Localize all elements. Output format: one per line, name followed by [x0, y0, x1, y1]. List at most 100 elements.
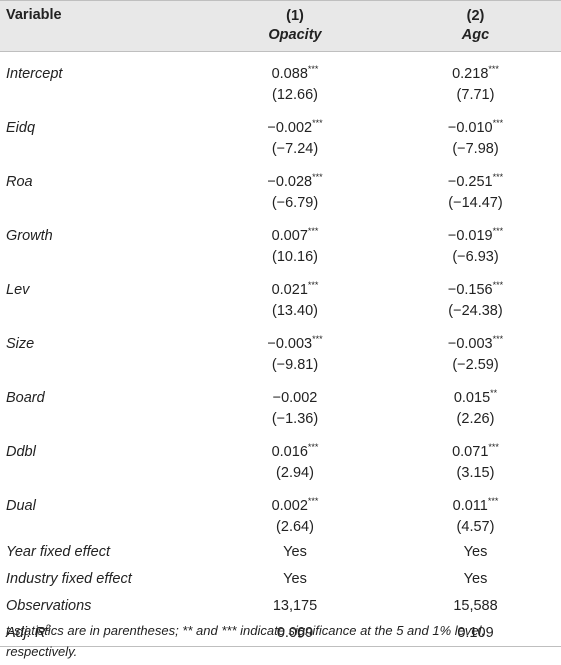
t-statistic: (−9.81): [271, 357, 319, 373]
t-statistic: (3.15): [456, 465, 495, 481]
t-statistic: (4.57): [456, 519, 495, 535]
coefficient-value: 0.071: [452, 444, 489, 460]
table-header: Variable (1) Opacity (2) Agc: [0, 0, 561, 52]
coefficient-value: 0.007: [271, 228, 308, 244]
table-row: Ddbl 0.016*** (2.94) 0.071*** (3.15): [0, 430, 561, 484]
table-row: Industry fixed effect Yes Yes: [0, 565, 561, 592]
t-statistic: (−6.79): [271, 195, 319, 211]
table-body: Intercept 0.088*** (12.66) 0.218*** (7.71)…: [0, 52, 561, 647]
coefficient: −0.019***: [390, 226, 561, 247]
variable-name: Observations: [6, 598, 92, 614]
table-row: Growth 0.007*** (10.16) −0.019*** (−6.93): [0, 214, 561, 268]
variable-column-header: Variable: [0, 0, 200, 52]
significance-stars: ***: [488, 64, 499, 75]
model-1-cell: 0.021*** (13.40): [200, 268, 390, 322]
variable-name: Industry fixed effect: [6, 571, 132, 587]
coefficient: 0.218***: [390, 64, 561, 85]
coefficient-value: −0.003: [267, 336, 313, 352]
variable-name: Board: [6, 390, 45, 406]
model-1-cell: Yes: [283, 571, 307, 587]
coefficient: 0.071***: [390, 442, 561, 463]
model-1-number: (1): [286, 8, 304, 24]
t-statistic: (−7.24): [271, 141, 319, 157]
table-row: Eidq −0.002*** (−7.24) −0.010*** (−7.98): [0, 106, 561, 160]
significance-stars: ***: [492, 334, 504, 345]
coefficient: −0.251***: [390, 172, 561, 193]
adj-r2-superscript: 2: [45, 623, 51, 634]
variable-name: Ddbl: [6, 444, 36, 460]
table-footnote: t-statistics are in parentheses; ** and …: [6, 623, 486, 659]
variable-name: Eidq: [6, 120, 36, 136]
coefficient-value: −0.019: [447, 228, 493, 244]
t-statistic: (−1.36): [271, 411, 319, 427]
t-statistic: (−14.47): [448, 195, 503, 211]
adj-r2-label: Adj. R: [6, 625, 46, 641]
model-2-cell: −0.019*** (−6.93): [390, 214, 561, 268]
variable-name: Adj. R2: [0, 619, 200, 647]
model-2-cell: 0.218*** (7.71): [390, 52, 561, 107]
model-2-cell: 15,588: [453, 598, 498, 614]
model-2-cell: Yes: [463, 544, 488, 560]
t-statistic: (12.66): [272, 87, 318, 103]
t-statistic: (2.26): [456, 411, 495, 427]
t-statistic: (7.71): [456, 87, 495, 103]
significance-stars: ***: [488, 442, 499, 453]
model-2-cell: Yes: [463, 571, 488, 587]
model-1-cell: −0.002 (−1.36): [200, 376, 390, 430]
variable-name: Intercept: [6, 66, 63, 82]
model-2-cell: −0.003*** (−2.59): [390, 322, 561, 376]
model-2-cell: −0.251*** (−14.47): [390, 160, 561, 214]
coefficient: −0.003***: [390, 334, 561, 355]
t-statistic: (2.94): [276, 465, 314, 481]
significance-stars: ***: [307, 64, 319, 75]
table-row: Roa −0.028*** (−6.79) −0.251*** (−14.47): [0, 160, 561, 214]
model-1-name: Opacity: [268, 27, 322, 43]
coefficient-value: 0.021: [271, 282, 308, 298]
table-row: Size −0.003*** (−9.81) −0.003*** (−2.59): [0, 322, 561, 376]
coefficient: −0.002***: [204, 118, 386, 139]
t-statistic: (10.16): [272, 249, 318, 265]
significance-stars: ***: [307, 280, 319, 291]
table-row: Board −0.002 (−1.36) 0.015** (2.26): [0, 376, 561, 430]
significance-stars: ***: [312, 118, 323, 129]
model-2-cell: 0.109: [390, 619, 561, 647]
model-1-cell: 0.002*** (2.64): [200, 484, 390, 538]
variable-name: Size: [6, 336, 35, 352]
table-row: Lev 0.021*** (13.40) −0.156*** (−24.38): [0, 268, 561, 322]
t-statistic: (−7.98): [452, 141, 499, 157]
coefficient-value: −0.002: [267, 120, 313, 136]
table-row: Intercept 0.088*** (12.66) 0.218*** (7.71): [0, 52, 561, 107]
t-statistic: (2.64): [276, 519, 314, 535]
model-1-cell: 13,175: [272, 598, 318, 614]
significance-stars: ***: [312, 172, 323, 183]
coefficient-value: 0.011: [452, 498, 488, 514]
t-statistic: (−2.59): [452, 357, 499, 373]
model-1-cell: −0.028*** (−6.79): [200, 160, 390, 214]
t-statistic: (−6.93): [452, 249, 499, 265]
significance-stars: ***: [492, 226, 504, 237]
variable-name: Lev: [6, 282, 30, 298]
model-1-cell: Yes: [283, 544, 307, 560]
significance-stars: **: [490, 388, 498, 399]
header-row: Variable (1) Opacity (2) Agc: [0, 0, 561, 52]
significance-stars: ***: [492, 172, 504, 183]
model-1-cell: −0.002*** (−7.24): [200, 106, 390, 160]
coefficient: −0.156***: [390, 280, 561, 301]
regression-table: Variable (1) Opacity (2) Agc Intercept 0…: [0, 0, 561, 647]
table-row: Year fixed effect Yes Yes: [0, 538, 561, 565]
model-2-header: (2) Agc: [390, 0, 561, 52]
model-1-cell: 0.016*** (2.94): [200, 430, 390, 484]
coefficient: 0.016***: [204, 442, 386, 463]
significance-stars: ***: [307, 226, 319, 237]
t-statistic: (13.40): [272, 303, 318, 319]
model-1-cell: 0.088*** (12.66): [200, 52, 390, 107]
coefficient: 0.007***: [204, 226, 386, 247]
coefficient: −0.010***: [390, 118, 561, 139]
model-1-cell: 0.007*** (10.16): [200, 214, 390, 268]
coefficient: −0.028***: [204, 172, 386, 193]
coefficient: 0.011***: [390, 496, 561, 517]
coefficient-value: −0.010: [447, 120, 493, 136]
model-2-cell: −0.010*** (−7.98): [390, 106, 561, 160]
significance-stars: ***: [487, 496, 499, 507]
